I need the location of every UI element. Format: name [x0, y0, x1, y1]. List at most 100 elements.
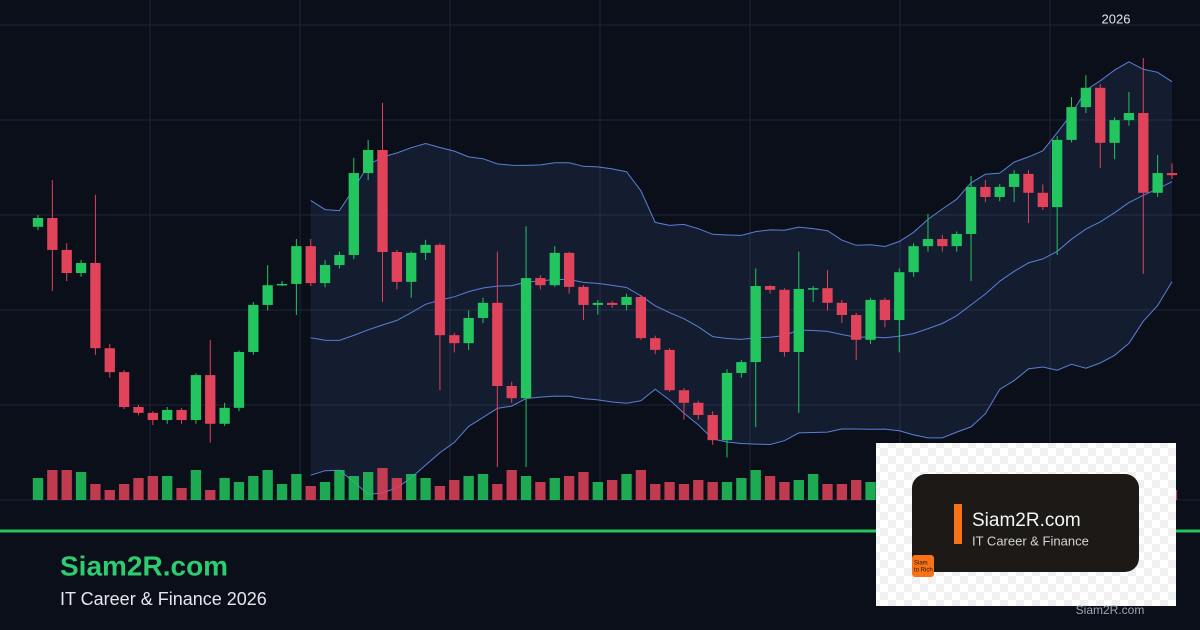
- candle-body: [520, 278, 532, 399]
- badge-subtitle: IT Career & Finance: [972, 533, 1089, 548]
- badge-logo-text: to Rich: [914, 568, 933, 574]
- candle-body: [506, 386, 517, 399]
- candle-body: [1051, 139, 1063, 208]
- candle-body: [61, 249, 72, 274]
- candle-body: [449, 335, 460, 344]
- candle-body: [362, 149, 374, 174]
- candle-body: [851, 315, 862, 340]
- candle-body: [650, 338, 661, 350]
- candle-body: [319, 265, 331, 284]
- candle-body: [305, 246, 316, 284]
- volume-bar: [678, 484, 690, 500]
- volume-bar: [205, 490, 216, 500]
- candle-body: [994, 186, 1005, 197]
- candle-body: [262, 285, 273, 305]
- candle-body: [779, 289, 790, 352]
- volume-bar: [607, 480, 618, 500]
- volume-bar: [420, 478, 431, 500]
- volume-bar: [219, 478, 230, 500]
- volume-bar: [836, 484, 848, 500]
- candle-body: [678, 390, 690, 403]
- candle-body: [291, 246, 302, 284]
- band-line: [310, 281, 1173, 496]
- candle-body: [607, 302, 618, 305]
- volume-bar: [434, 486, 446, 500]
- volume-bar: [118, 484, 130, 500]
- volume-bar: [721, 482, 733, 500]
- candle-body: [750, 286, 761, 363]
- volume-bar: [635, 470, 647, 500]
- candle-body: [434, 244, 446, 336]
- volume-bar: [319, 482, 331, 500]
- volume-bar: [693, 480, 704, 500]
- footer-title: Siam2R.com: [60, 550, 228, 581]
- volume-bar: [305, 486, 316, 500]
- candle-body: [32, 218, 44, 227]
- candle-body: [1023, 173, 1034, 193]
- volume-bar: [190, 470, 202, 500]
- candle-body: [563, 252, 575, 287]
- volume-bar: [563, 476, 575, 500]
- volume-bar: [506, 470, 517, 500]
- candle-body: [807, 288, 819, 290]
- volume-bar: [147, 476, 159, 500]
- candle-body: [248, 304, 259, 352]
- volume-bar: [90, 484, 101, 500]
- candle-body: [1080, 87, 1092, 108]
- candle-body: [1152, 173, 1163, 193]
- candle-body: [90, 262, 101, 349]
- volume-bar: [75, 472, 87, 500]
- candle-body: [1109, 120, 1120, 143]
- volume-bar: [592, 482, 603, 500]
- candle-body: [764, 286, 776, 290]
- candle-body: [162, 409, 173, 421]
- candle-body: [980, 186, 991, 197]
- volume-bar: [32, 478, 44, 500]
- candle-body: [492, 302, 503, 386]
- candle-body: [707, 414, 718, 441]
- grid: [0, 0, 1200, 501]
- candle-body: [951, 233, 962, 247]
- candle-body: [592, 302, 603, 305]
- candle-body: [621, 296, 632, 305]
- candle-body: [1037, 192, 1048, 208]
- volume-bar: [362, 472, 374, 500]
- volume-bar: [807, 474, 819, 500]
- badge-logo: [912, 555, 934, 577]
- candle-body: [635, 296, 647, 339]
- candle-body: [420, 244, 431, 253]
- volume-bar: [822, 484, 833, 500]
- candle-body: [1066, 107, 1077, 140]
- candle-body: [1123, 113, 1135, 121]
- badge-accent: [954, 504, 962, 544]
- footer-subtitle: IT Career & Finance 2026: [60, 589, 267, 609]
- volume-bar: [793, 480, 804, 500]
- volume-bar: [449, 480, 460, 500]
- candle-body: [334, 254, 345, 266]
- volume-bar: [736, 478, 747, 500]
- candle-body: [721, 372, 733, 441]
- badge-title: Siam2R.com: [972, 510, 1081, 531]
- candle-body: [176, 409, 187, 421]
- candle-body: [233, 351, 245, 408]
- volume-bar: [133, 478, 144, 500]
- volume-bar: [463, 476, 474, 500]
- volume-bar: [61, 470, 72, 500]
- candle-body: [549, 252, 560, 286]
- volume-bar: [664, 482, 675, 500]
- volume-bar: [535, 482, 546, 500]
- volume-bar: [520, 476, 532, 500]
- candle-body: [1138, 113, 1149, 193]
- volume-bar: [492, 484, 503, 500]
- candle-body: [879, 299, 891, 321]
- volume-bar: [578, 472, 589, 500]
- volume-bar: [650, 484, 661, 500]
- candle-body: [118, 372, 130, 407]
- candle-body: [922, 239, 934, 247]
- candle-body: [578, 286, 589, 305]
- volume-bar: [851, 480, 862, 500]
- candle-body: [348, 173, 359, 255]
- candle-body: [822, 288, 833, 303]
- candle-body: [205, 375, 216, 424]
